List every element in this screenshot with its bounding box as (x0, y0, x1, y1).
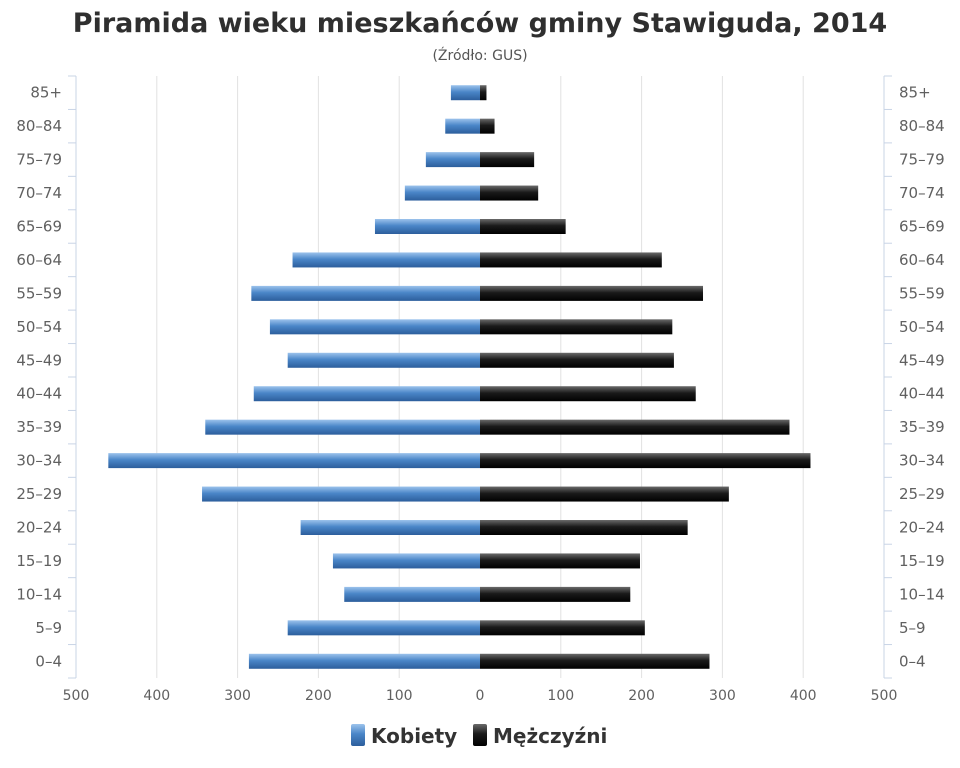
bar-kobiety[interactable] (332, 553, 480, 569)
legend-label-kobiety: Kobiety (371, 724, 457, 748)
category-label-right: 40–44 (899, 385, 945, 403)
bar-kobiety[interactable] (251, 285, 480, 301)
bar-mezczyzni[interactable] (480, 486, 729, 502)
bar-kobiety[interactable] (374, 219, 480, 234)
x-tick-label: 400 (790, 688, 817, 704)
bar-kobiety[interactable] (300, 520, 480, 535)
category-label-right: 60–64 (899, 251, 945, 269)
bar-mezczyzni[interactable] (480, 252, 662, 268)
category-label-left: 0–4 (35, 652, 62, 670)
bar-mezczyzni[interactable] (480, 118, 495, 134)
category-label-right: 30–34 (899, 452, 945, 470)
bar-kobiety[interactable] (202, 486, 480, 502)
category-label-left: 30–34 (16, 452, 62, 470)
category-label-right: 0–4 (899, 652, 926, 670)
bar-mezczyzni[interactable] (480, 419, 790, 435)
x-tick-label: 300 (709, 688, 736, 704)
bar-kobiety[interactable] (269, 319, 480, 335)
bar-kobiety[interactable] (344, 586, 480, 602)
x-tick-label: 500 (871, 688, 898, 704)
bar-kobiety[interactable] (425, 152, 480, 168)
bar-mezczyzni[interactable] (480, 85, 487, 101)
bar-kobiety[interactable] (205, 419, 480, 435)
category-label-left: 20–24 (16, 519, 62, 537)
category-label-right: 85+ (899, 84, 931, 102)
bar-mezczyzni[interactable] (480, 620, 645, 636)
bar-mezczyzni[interactable] (480, 453, 811, 469)
category-label-right: 20–24 (899, 519, 945, 537)
x-tick-label: 200 (628, 688, 655, 704)
bar-kobiety[interactable] (404, 185, 480, 201)
category-label-left: 50–54 (16, 318, 62, 336)
category-label-left: 5–9 (35, 619, 62, 637)
category-label-right: 75–79 (899, 151, 945, 169)
category-label-right: 55–59 (899, 284, 945, 302)
bar-mezczyzni[interactable] (480, 285, 704, 301)
x-tick-label: 500 (63, 688, 90, 704)
bar-mezczyzni[interactable] (480, 319, 673, 335)
category-label-left: 45–49 (16, 351, 62, 369)
bar-kobiety[interactable] (445, 118, 480, 134)
bar-mezczyzni[interactable] (480, 553, 640, 569)
category-label-right: 35–39 (899, 418, 945, 436)
category-label-left: 80–84 (16, 117, 62, 135)
bar-kobiety[interactable] (253, 386, 480, 402)
bar-kobiety[interactable] (248, 653, 480, 669)
category-label-right: 70–74 (899, 184, 945, 202)
legend-item-mezczyzni[interactable]: Mężczyźni (473, 724, 607, 748)
x-tick-label: 0 (476, 688, 485, 704)
category-label-right: 25–29 (899, 485, 945, 503)
category-label-right: 5–9 (899, 619, 926, 637)
category-label-left: 25–29 (16, 485, 62, 503)
legend-swatch-mezczyzni (473, 724, 487, 746)
bar-mezczyzni[interactable] (480, 219, 566, 234)
x-tick-label: 400 (143, 688, 170, 704)
bar-kobiety[interactable] (292, 252, 480, 268)
bar-mezczyzni[interactable] (480, 653, 710, 669)
gridlines (156, 76, 804, 678)
bars (108, 85, 811, 669)
chart-title: Piramida wieku mieszkańców gminy Stawigu… (73, 8, 887, 39)
axes (68, 75, 892, 679)
bar-mezczyzni[interactable] (480, 520, 688, 535)
legend-swatch-kobiety (351, 724, 365, 746)
chart-subtitle: (Źródło: GUS) (432, 46, 527, 64)
category-label-right: 80–84 (899, 117, 945, 135)
x-tick-labels: 500 400 300 200 100 0 100 200 300 400 500 (63, 688, 898, 704)
legend-item-kobiety[interactable]: Kobiety (351, 724, 457, 748)
bar-mezczyzni[interactable] (480, 352, 674, 368)
category-label-right: 10–14 (899, 585, 945, 603)
category-label-left: 55–59 (16, 284, 62, 302)
x-tick-label: 100 (547, 688, 574, 704)
legend-label-mezczyzni: Mężczyźni (493, 724, 607, 748)
bar-kobiety[interactable] (287, 620, 480, 636)
category-label-left: 70–74 (16, 184, 62, 202)
category-label-left: 10–14 (16, 585, 62, 603)
category-label-left: 15–19 (16, 552, 62, 570)
bar-mezczyzni[interactable] (480, 152, 535, 168)
x-tick-label: 300 (224, 688, 251, 704)
bar-kobiety[interactable] (108, 453, 480, 469)
x-tick-label: 200 (305, 688, 332, 704)
x-tick-label: 100 (386, 688, 413, 704)
category-label-left: 60–64 (16, 251, 62, 269)
bar-kobiety[interactable] (450, 85, 480, 101)
category-label-left: 75–79 (16, 151, 62, 169)
bar-mezczyzni[interactable] (480, 185, 539, 201)
category-label-left: 65–69 (16, 218, 62, 236)
category-label-left: 35–39 (16, 418, 62, 436)
legend: Kobiety Mężczyźni (351, 724, 607, 748)
category-label-right: 50–54 (899, 318, 945, 336)
category-label-right: 15–19 (899, 552, 945, 570)
category-label-right: 65–69 (899, 218, 945, 236)
category-label-left: 85+ (30, 84, 62, 102)
bar-mezczyzni[interactable] (480, 586, 631, 602)
category-label-right: 45–49 (899, 351, 945, 369)
category-label-left: 40–44 (16, 385, 62, 403)
bar-kobiety[interactable] (287, 352, 480, 368)
bar-mezczyzni[interactable] (480, 386, 696, 402)
category-labels: 85+ 85+ 80–84 80–84 75–79 75–79 70–74 70–74 65–6… (16, 84, 944, 671)
